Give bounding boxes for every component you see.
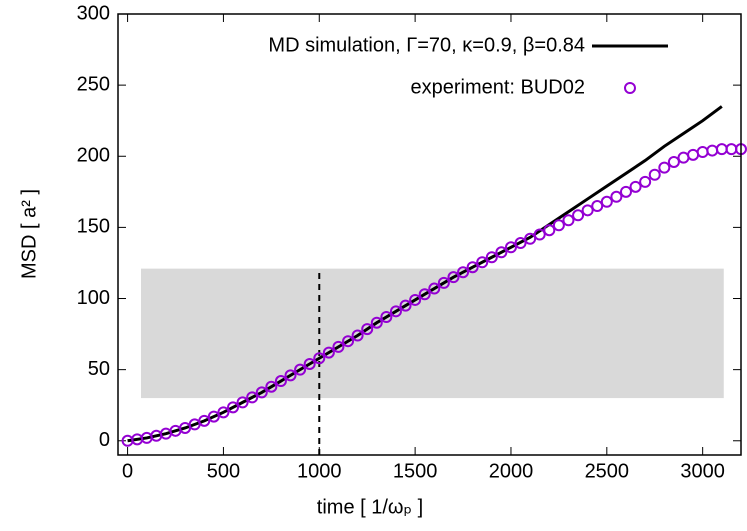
data-point <box>715 143 728 156</box>
data-point <box>667 155 680 168</box>
data-point <box>409 293 422 306</box>
data-point <box>246 391 259 404</box>
x-tick-label: 2500 <box>585 460 630 482</box>
data-point <box>639 175 652 188</box>
data-point <box>485 251 498 264</box>
y-tick-label: 300 <box>77 2 110 24</box>
data-point <box>207 410 220 423</box>
x-tick-label: 500 <box>207 460 240 482</box>
data-point <box>552 219 565 232</box>
data-point <box>332 340 345 353</box>
data-point <box>361 323 374 336</box>
data-point <box>303 357 316 370</box>
y-tick-label: 0 <box>99 429 110 451</box>
data-point <box>687 148 700 161</box>
y-tick-label: 150 <box>77 216 110 238</box>
y-tick-label: 200 <box>77 145 110 167</box>
data-point <box>342 335 355 348</box>
x-tick-label: 0 <box>122 460 133 482</box>
data-point <box>236 396 249 409</box>
data-point <box>274 375 287 388</box>
y-tick-label: 50 <box>88 358 110 380</box>
data-point <box>389 305 402 318</box>
data-point <box>658 161 671 174</box>
data-point <box>313 352 326 365</box>
x-tick-label: 1000 <box>297 460 342 482</box>
data-point <box>294 363 307 376</box>
x-tick-label: 1500 <box>393 460 438 482</box>
data-point <box>572 209 585 222</box>
data-point <box>380 311 393 324</box>
data-point <box>581 204 594 217</box>
data-point <box>466 261 479 274</box>
y-tick-label: 100 <box>77 287 110 309</box>
data-point <box>428 282 441 295</box>
data-point <box>629 180 642 193</box>
data-point <box>562 214 575 227</box>
y-tick-label: 250 <box>77 73 110 95</box>
data-point <box>706 144 719 157</box>
data-point <box>457 266 470 279</box>
data-point <box>418 288 431 301</box>
data-point <box>610 190 623 203</box>
y-axis-label: MSD [ a² ] <box>18 189 40 279</box>
plot-frame <box>117 13 742 456</box>
data-point <box>543 224 556 237</box>
x-tick-label: 3000 <box>680 460 725 482</box>
x-tick-label: 2000 <box>489 460 534 482</box>
data-point <box>504 241 517 254</box>
data-point <box>696 145 709 158</box>
legend-swatch <box>624 82 636 94</box>
data-point <box>198 414 211 427</box>
data-point <box>600 195 613 208</box>
data-point <box>399 299 412 312</box>
data-point <box>217 406 230 419</box>
data-point <box>370 316 383 329</box>
x-axis-label: time [ 1/ωₚ ] <box>317 496 423 518</box>
data-point <box>437 276 450 289</box>
data-point <box>533 228 546 241</box>
data-point <box>255 386 268 399</box>
data-point <box>227 401 240 414</box>
data-point <box>495 246 508 259</box>
legend-label: experiment: BUD02 <box>410 76 585 98</box>
data-point <box>514 237 527 250</box>
data-point <box>524 232 537 245</box>
legend-label: MD simulation, Γ=70, κ=0.9, β=0.84 <box>268 34 585 56</box>
data-point <box>591 200 604 213</box>
data-point <box>725 143 738 156</box>
data-point <box>476 256 489 269</box>
data-point <box>265 380 278 393</box>
data-line <box>127 105 723 443</box>
data-point <box>677 151 690 164</box>
data-point <box>284 369 297 382</box>
data-point <box>351 329 364 342</box>
data-point <box>648 168 661 181</box>
data-point <box>322 346 335 359</box>
data-point <box>619 185 632 198</box>
data-point <box>447 271 460 284</box>
